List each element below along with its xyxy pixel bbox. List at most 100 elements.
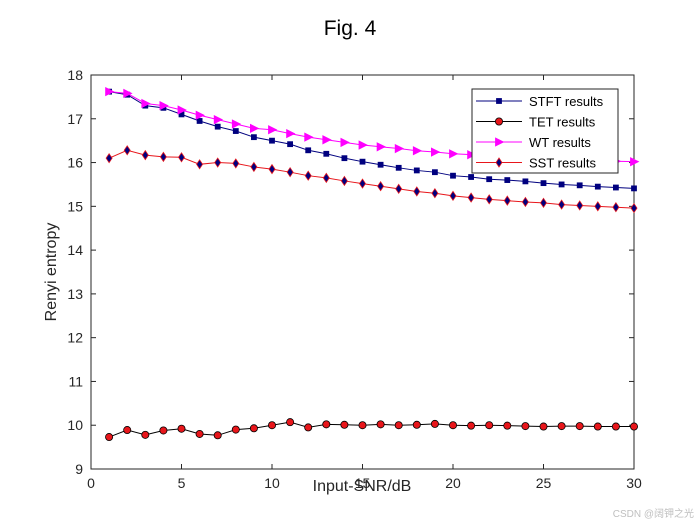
y-axis-label: Renyi entropy <box>43 223 60 322</box>
legend-label-wt: WT results <box>529 135 591 150</box>
data-point-stft <box>540 180 547 187</box>
data-point-stft <box>558 181 565 188</box>
data-point-wt <box>249 123 260 134</box>
data-point-tet <box>611 422 620 431</box>
data-point-wt <box>430 147 441 157</box>
data-point-sst <box>268 163 276 175</box>
data-point-stft <box>323 150 330 157</box>
data-point-tet <box>213 431 222 440</box>
y-tick-label: 11 <box>68 373 83 389</box>
data-point-tet <box>485 421 494 430</box>
data-point-sst <box>304 170 312 181</box>
x-tick-label: 10 <box>264 475 280 491</box>
data-point-tet <box>249 424 258 433</box>
data-point-sst <box>250 161 258 173</box>
series-line-stft <box>109 91 635 189</box>
data-point-tet <box>539 422 548 431</box>
data-point-sst <box>178 152 185 163</box>
data-point-stft <box>576 182 583 189</box>
legend: STFT results TET results WT results SST res… <box>471 88 619 174</box>
data-point-sst <box>558 199 566 210</box>
y-tick-label: 10 <box>67 417 83 433</box>
data-point-stft <box>504 177 511 183</box>
x-axis: 0 5 10 15 20 25 30 <box>87 75 642 491</box>
data-point-wt <box>322 135 332 145</box>
legend-item-tet: TET results <box>476 115 596 130</box>
data-point-sst <box>377 180 385 192</box>
data-point-tet <box>593 422 602 431</box>
data-point-wt <box>358 140 368 150</box>
data-point-wt <box>412 146 423 156</box>
legend-marker-tet <box>494 117 503 126</box>
data-point-sst <box>449 190 457 202</box>
x-axis-label: Input-SNR/dB <box>313 478 412 495</box>
data-point-wt <box>231 119 242 129</box>
data-point-sst <box>594 201 602 212</box>
data-point-sst <box>485 194 493 205</box>
data-point-stft <box>594 183 601 190</box>
series-stft <box>106 88 637 192</box>
data-point-wt <box>394 143 405 154</box>
data-point-tet <box>394 421 403 430</box>
data-point-wt <box>286 129 296 139</box>
data-point-sst <box>159 151 167 163</box>
y-tick-label: 15 <box>67 198 83 214</box>
data-point-tet <box>322 420 331 429</box>
data-point-wt <box>268 125 278 135</box>
legend-item-stft: STFT results <box>476 94 604 109</box>
data-point-sst <box>214 157 222 168</box>
data-point-tet <box>575 422 584 431</box>
y-tick-label: 9 <box>75 461 83 477</box>
legend-marker-wt <box>495 137 505 147</box>
data-point-stft <box>450 172 456 179</box>
data-point-wt <box>449 149 459 159</box>
data-point-tet <box>412 420 421 429</box>
data-point-wt <box>213 115 224 125</box>
data-point-stft <box>486 176 493 183</box>
x-tick-label: 20 <box>445 475 461 491</box>
data-point-sst <box>503 195 511 206</box>
x-tick-label: 5 <box>178 475 186 491</box>
legend-marker-sst <box>495 157 503 168</box>
data-point-stft <box>341 155 348 162</box>
y-tick-label: 18 <box>67 67 83 83</box>
data-point-sst <box>340 175 348 187</box>
data-point-sst <box>467 192 475 203</box>
data-point-sst <box>521 196 529 208</box>
data-point-sst <box>196 159 204 170</box>
data-point-wt <box>340 137 350 148</box>
legend-label-sst: SST results <box>529 156 596 171</box>
data-point-sst <box>123 145 131 156</box>
legend-item-sst: SST results <box>476 156 596 171</box>
data-point-sst <box>359 178 366 189</box>
data-point-wt <box>304 132 314 142</box>
data-point-tet <box>557 422 566 431</box>
data-point-wt <box>141 98 151 109</box>
legend-label-tet: TET results <box>529 115 596 130</box>
data-point-wt <box>105 86 115 97</box>
legend-item-wt: WT results <box>476 135 591 150</box>
data-point-stft <box>631 185 637 192</box>
data-point-tet <box>467 421 476 430</box>
data-point-stft <box>196 118 203 124</box>
data-point-stft <box>468 174 475 180</box>
data-point-stft <box>395 164 402 171</box>
data-point-tet <box>195 429 204 438</box>
data-point-tet <box>430 419 439 428</box>
data-point-tet <box>286 418 295 427</box>
y-tick-label: 14 <box>67 242 83 258</box>
data-point-tet <box>358 421 367 430</box>
data-point-sst <box>395 183 403 195</box>
data-point-tet <box>105 433 114 442</box>
data-point-stft <box>269 137 275 144</box>
data-point-tet <box>123 426 132 435</box>
data-point-sst <box>232 158 240 169</box>
data-point-stft <box>214 123 221 130</box>
data-point-tet <box>267 421 276 430</box>
data-point-wt <box>177 105 187 115</box>
data-point-stft <box>305 147 312 154</box>
data-point-sst <box>540 197 547 209</box>
data-point-tet <box>141 430 150 439</box>
